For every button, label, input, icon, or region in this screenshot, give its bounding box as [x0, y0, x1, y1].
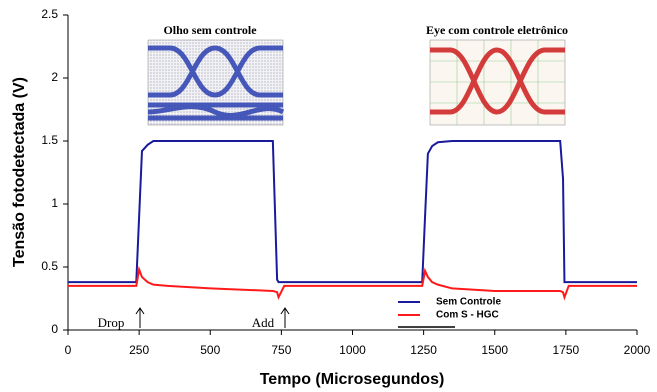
y-axis-title: Tensão fotodetectada (V) [11, 77, 28, 267]
eye-inset-red [430, 40, 565, 125]
legend-label: Com S - HGC [436, 310, 499, 321]
y-tick-label: 0 [51, 322, 58, 336]
annotation: Add [252, 315, 275, 330]
x-tick-label: 1250 [410, 343, 437, 357]
y-tick-label: 0.5 [41, 259, 58, 273]
data-line [68, 270, 637, 298]
data-line [68, 141, 637, 282]
y-tick-label: 2 [51, 70, 58, 84]
annotation: Olho sem controle [163, 23, 257, 37]
x-tick-label: 0 [65, 343, 72, 357]
annotation: Drop [98, 315, 125, 330]
x-tick-label: 1750 [553, 343, 580, 357]
legend-label: Sem Controle [436, 297, 501, 308]
y-tick-label: 1.5 [41, 133, 58, 147]
eye-inset-blue [148, 40, 283, 125]
y-tick-label: 2.5 [41, 7, 58, 21]
annotation: Eye com controle eletrônico [426, 23, 568, 37]
x-tick-label: 2000 [624, 343, 651, 357]
x-tick-label: 1000 [339, 343, 366, 357]
x-tick-label: 250 [129, 343, 149, 357]
x-tick-label: 1500 [481, 343, 508, 357]
x-tick-label: 500 [200, 343, 220, 357]
y-tick-label: 1 [51, 196, 58, 210]
x-axis-title: Tempo (Microsegundos) [260, 371, 445, 388]
x-tick-label: 750 [271, 343, 291, 357]
chart: Tempo (Microsegundos) Tensão fotodetecta… [0, 0, 657, 392]
